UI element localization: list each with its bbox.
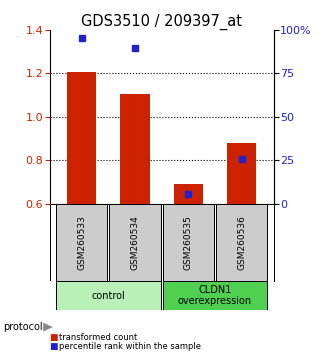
Text: GSM260535: GSM260535 (184, 215, 193, 270)
Text: protocol: protocol (3, 322, 43, 332)
Text: control: control (92, 291, 125, 301)
Text: GSM260534: GSM260534 (131, 215, 140, 270)
Bar (163, 204, 214, 281)
Text: percentile rank within the sample: percentile rank within the sample (59, 342, 201, 351)
Bar (56, 204, 107, 281)
Bar (227, 143, 256, 204)
Text: ■: ■ (50, 342, 58, 351)
Bar (67, 72, 96, 204)
Bar (120, 94, 150, 204)
Text: CLDN1
overexpression: CLDN1 overexpression (178, 285, 252, 307)
Text: ■: ■ (50, 332, 58, 342)
Text: GSM260536: GSM260536 (237, 215, 246, 270)
Polygon shape (43, 322, 53, 332)
Text: transformed count: transformed count (59, 332, 138, 342)
Title: GDS3510 / 209397_at: GDS3510 / 209397_at (81, 14, 242, 30)
Bar (216, 204, 267, 281)
Bar (174, 184, 203, 204)
Text: GSM260533: GSM260533 (77, 215, 86, 270)
Bar (163, 281, 267, 310)
Bar (109, 204, 161, 281)
Bar (56, 281, 161, 310)
